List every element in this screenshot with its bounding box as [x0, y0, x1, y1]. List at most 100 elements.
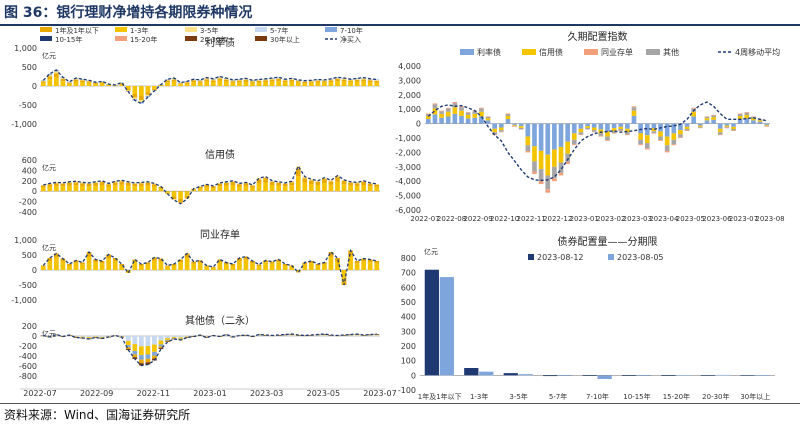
bar-segment	[341, 79, 347, 82]
bar	[755, 375, 770, 376]
bar-segment	[112, 185, 118, 192]
x-category-label: 1年及1年以下	[418, 392, 462, 401]
bar-segment	[367, 335, 373, 336]
bar-segment	[145, 362, 151, 365]
bar-segment	[230, 265, 236, 270]
bar-segment	[263, 82, 268, 86]
bar-segment	[132, 97, 138, 100]
bar-segment	[145, 94, 151, 97]
bar-segment	[295, 176, 301, 192]
bar-segment	[644, 143, 650, 149]
bar-segment	[472, 113, 478, 118]
bar-segment	[308, 335, 314, 337]
x-category-label: 20-30年	[702, 392, 729, 401]
bar-segment	[53, 73, 59, 78]
x-tick-label: 2023-03	[623, 215, 652, 223]
bar-segment	[99, 184, 105, 192]
bar-segment	[538, 123, 544, 151]
bar-segment	[138, 346, 144, 356]
figure-title: 图 36：银行理财净增持各期限券种情况	[4, 5, 253, 21]
bar-segment	[485, 116, 491, 119]
legend-swatch	[608, 254, 614, 260]
bar-segment	[459, 107, 464, 111]
bar-segment	[80, 336, 85, 338]
y-tick-label: -1,000	[395, 134, 421, 143]
bar-segment	[295, 81, 301, 83]
bar-segment	[138, 183, 144, 186]
bar-segment	[60, 258, 66, 262]
bar-segment	[644, 148, 650, 150]
bar-segment	[106, 84, 112, 86]
bar-segment	[591, 131, 597, 133]
bar-segment	[684, 123, 690, 127]
bar-segment	[250, 187, 255, 192]
bar-segment	[302, 178, 308, 183]
bar-segment	[132, 336, 138, 345]
bar-segment	[53, 334, 59, 335]
bar-segment	[178, 191, 183, 199]
bar-segment	[99, 336, 105, 337]
bar-segment	[302, 83, 308, 86]
y-tick-label: -200	[19, 342, 37, 351]
bar-segment	[269, 263, 275, 270]
bar-segment	[47, 76, 53, 80]
y-tick-label: 3,000	[398, 76, 421, 85]
bar-segment	[618, 130, 624, 131]
bar-segment	[289, 81, 295, 86]
bar-segment	[152, 86, 157, 89]
x-category-label: 1-3年	[470, 392, 488, 401]
bar-segment	[439, 113, 444, 118]
x-category-label: 30年以上	[740, 392, 770, 401]
y-tick-label: 100	[401, 357, 416, 366]
bar-segment	[178, 262, 183, 270]
bar-segment	[152, 351, 157, 356]
bar-segment	[354, 334, 360, 336]
bar-segment	[165, 191, 170, 193]
bar-segment	[191, 263, 197, 270]
bar-segment	[217, 186, 223, 192]
bar-segment	[439, 110, 444, 112]
x-category-label: 7-10年	[586, 392, 609, 401]
bar-segment	[250, 80, 255, 82]
bar-segment	[651, 123, 657, 129]
bar-segment	[67, 83, 72, 86]
bar	[558, 375, 573, 376]
bar-segment	[432, 103, 438, 105]
y-tick-label: -4,000	[395, 177, 421, 186]
bar-segment	[197, 81, 203, 83]
x-tick-label: 2022-10	[490, 215, 519, 223]
bar-segment	[73, 185, 79, 192]
unit-label: 亿元	[42, 329, 56, 338]
bar-segment	[106, 254, 112, 259]
legend-swatch	[255, 36, 267, 41]
bar-segment	[598, 133, 604, 136]
bar-segment	[243, 335, 249, 336]
bar-segment	[525, 136, 531, 146]
bar-segment	[558, 162, 564, 173]
bar-segment	[505, 116, 511, 120]
bar-segment	[465, 112, 471, 115]
bar-segment	[664, 150, 670, 153]
bar-segment	[165, 340, 170, 342]
bar-segment	[698, 125, 703, 127]
bar-segment	[585, 127, 590, 130]
bar-segment	[289, 79, 295, 82]
legend-label: 2023-08-05	[617, 253, 664, 262]
bar-segment	[99, 261, 105, 264]
bar-segment	[698, 123, 703, 126]
bar-segment	[145, 264, 151, 270]
bar-segment	[243, 185, 249, 192]
bar-segment	[374, 186, 380, 192]
bar-segment	[631, 107, 637, 111]
bar-segment	[302, 264, 308, 270]
bar-segment	[432, 104, 438, 109]
bar-segment	[711, 119, 716, 124]
x-tick-label: 2023-01	[570, 215, 599, 223]
bar-segment	[374, 80, 380, 81]
bar-segment	[99, 181, 105, 185]
bar-segment	[472, 111, 478, 114]
bar-segment	[178, 198, 183, 203]
bar-segment	[47, 184, 53, 187]
bar-segment	[178, 83, 183, 85]
bar-segment	[217, 182, 223, 184]
